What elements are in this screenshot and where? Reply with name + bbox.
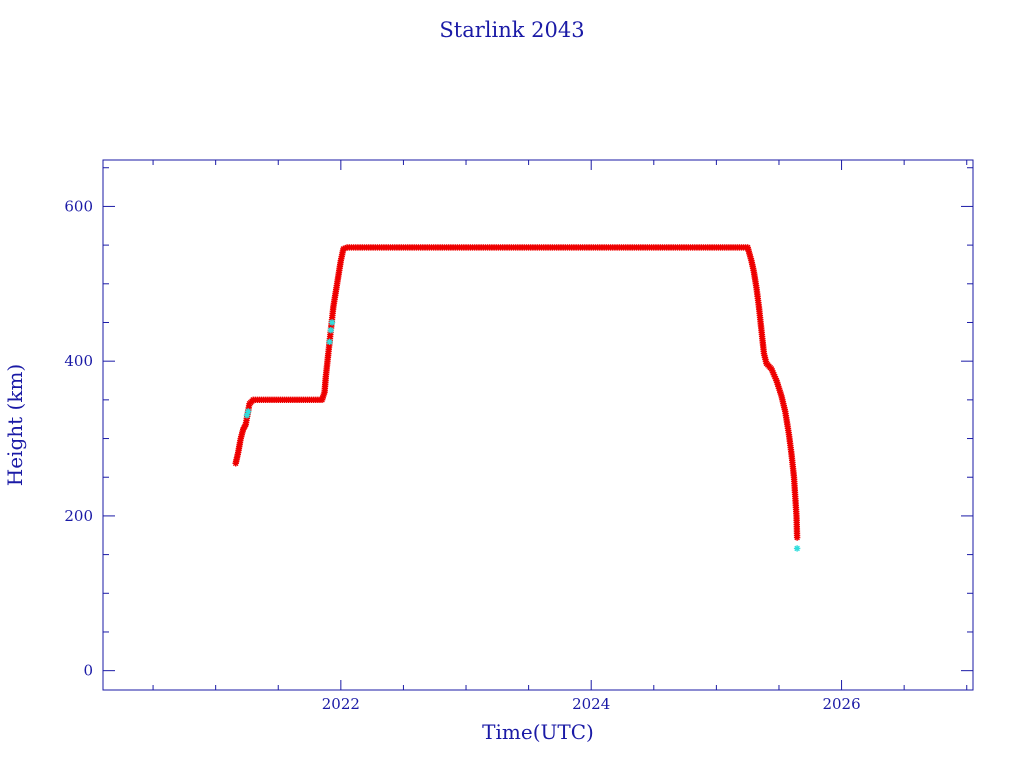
data-point [770, 371, 778, 378]
y-tick-label: 0 [83, 662, 93, 680]
y-tick-label: 600 [64, 197, 93, 215]
data-point [793, 534, 801, 541]
data-point [768, 365, 775, 373]
trace-line [235, 246, 798, 538]
data-point [326, 338, 333, 346]
data-point [771, 373, 778, 380]
plot-frame [102, 159, 974, 691]
data-point [793, 545, 801, 552]
data-points [232, 244, 801, 552]
chart-title: Starlink 2043 [439, 18, 584, 42]
data-point [340, 245, 347, 253]
data-trace [235, 246, 798, 538]
x-tick-label: 2022 [322, 695, 360, 713]
data-point [342, 245, 349, 252]
data-point [328, 319, 336, 326]
x-axis-title: Time(UTC) [482, 720, 594, 744]
data-point [327, 327, 335, 334]
y-tick-label: 200 [64, 507, 93, 525]
data-point [245, 408, 252, 415]
data-point [243, 412, 251, 419]
data-point [769, 369, 777, 376]
data-point [769, 367, 776, 375]
x-tick-label: 2024 [572, 695, 610, 713]
axis-ticks [103, 160, 973, 690]
y-tick-label: 400 [64, 352, 93, 370]
x-tick-label: 2026 [822, 695, 860, 713]
tick-labels: 2022 2024 2026 0 200 400 600 [64, 197, 860, 713]
y-axis-title: Height (km) [3, 364, 27, 486]
data-point [772, 375, 779, 382]
